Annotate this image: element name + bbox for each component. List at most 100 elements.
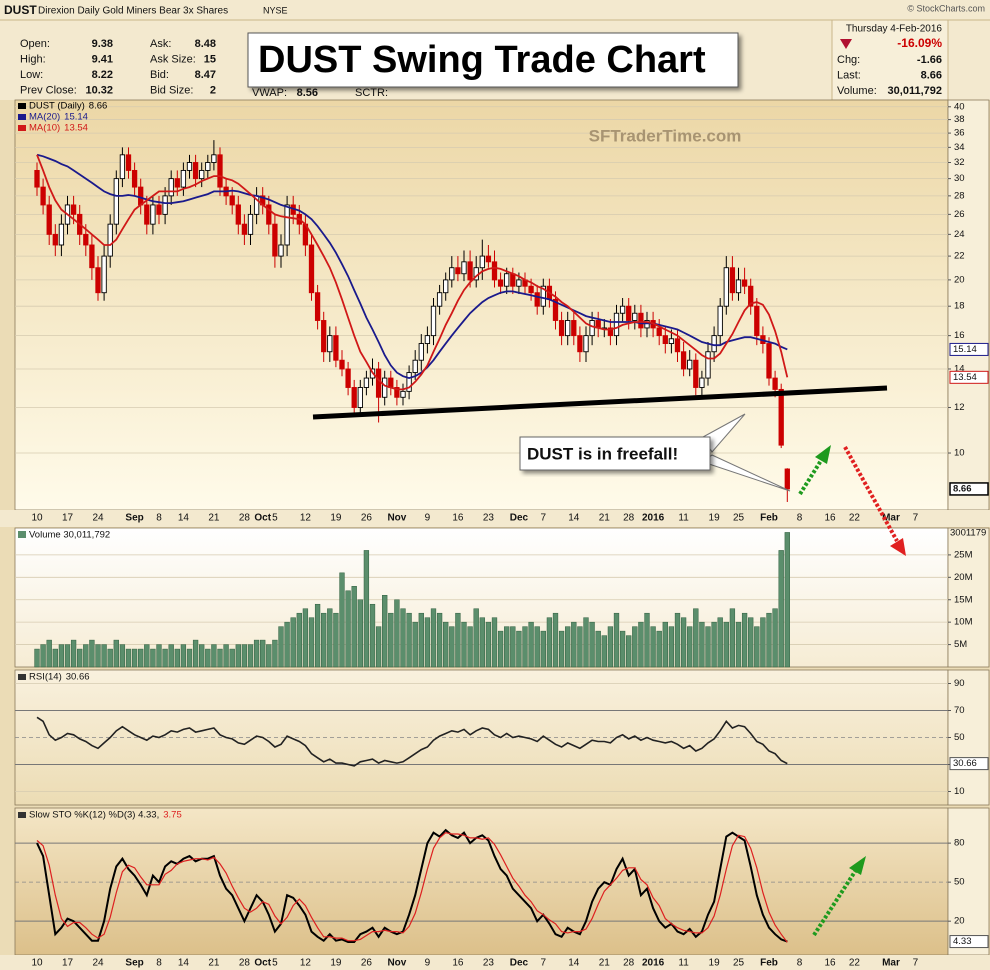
x-tick-label: Nov [387,513,406,524]
candle-body [333,335,339,361]
volume-bar [113,639,119,668]
candle-body [540,285,546,307]
candle-body [107,223,113,257]
y-tick-label: 70 [954,705,965,716]
exchange: NYSE [263,5,288,15]
volume-bar [400,608,406,668]
candle-body [558,320,565,337]
x-tick-label: Feb [760,513,778,524]
candle-body [443,279,449,294]
candle-body [113,178,119,225]
volume-bar [278,626,284,668]
legend-value: 13.54 [64,123,88,134]
volume-bar [131,648,138,668]
value-tag [949,757,989,771]
volume-bar [613,612,620,668]
x-tick-label: 23 [483,958,495,969]
symbol: DUST [4,3,37,17]
x-tick-label: 7 [541,513,547,524]
volume-bar [241,644,248,668]
candle-body [180,169,187,188]
candle-body [784,468,790,490]
x-tick-label: 19 [709,513,721,524]
legend-swatch [18,125,26,131]
candle-body [351,387,357,408]
candle-body [723,267,729,307]
volume-bar [186,648,193,668]
volume-bar [680,617,687,668]
volume-bar [650,626,656,668]
volume-bar [784,532,790,668]
candle-body [272,223,278,257]
legend-value: 30.66 [66,672,90,683]
candle-body [668,338,675,345]
quote-value: 8.47 [195,69,216,81]
volume-bar [162,648,168,668]
series-line [36,832,788,943]
volume-bar [558,630,565,668]
quote-date: Thursday 4-Feb-2016 [846,24,943,35]
candle-body [174,178,180,188]
volume-bar [516,630,522,668]
quote-value: 8.48 [195,38,216,50]
candle-body [101,255,107,294]
candle-body [162,195,168,215]
candle-body [510,273,516,287]
x-tick-label: 21 [208,513,220,524]
x-tick-label: 21 [599,958,611,969]
volume-bar [571,621,577,668]
x-tick-label: 2016 [642,958,665,969]
volume-bar [314,603,321,668]
candle-body [345,368,351,388]
volume-bar [601,635,607,668]
candle-body [552,298,559,321]
candle-body [613,312,620,337]
volume-bar [253,639,260,668]
y-tick-label: 10 [954,448,965,459]
quote-value: 8.66 [921,69,942,81]
candle-body [284,204,290,246]
candle-body [217,154,223,188]
volume-bar [577,626,583,668]
x-tick-label: Sep [125,513,143,524]
axis-bg [947,99,990,511]
panel-title: Slow STO %K(12) %D(3) 4.33, [29,810,159,821]
candle-body [687,359,693,370]
x-tick-label: 5 [272,513,278,524]
quote-label: Bid: [150,69,169,81]
candle-body [382,377,388,398]
volume-bar [418,612,424,668]
candle-body [363,377,370,388]
candle-body [406,372,412,392]
copyright: © StockCharts.com [907,3,985,13]
x-tick-label: 7 [541,958,547,969]
x-tick-label: 28 [623,958,635,969]
value-tag-label: 8.66 [953,483,972,494]
y-tick-label: 32 [954,157,965,168]
volume-bar [552,612,559,668]
volume-bar [430,608,437,668]
x-tick-label: 10 [31,958,43,969]
plot-area: 10 12 14 16 18 20 22 24 26 28 30 32 34 36 38 40 10 17 24 Se… [0,99,990,970]
y-tick-label: 24 [954,229,965,240]
candle-body [70,204,77,215]
x-tick-label: 7 [913,513,919,524]
volume-bar [546,617,553,668]
candle-body [95,267,101,294]
x-tick-label: 12 [300,513,312,524]
volume-bar [699,621,705,668]
volume-bar [607,626,614,668]
y-tick-label: 80 [954,838,965,849]
candle-body [131,169,138,188]
candle-body [192,162,199,180]
quote-label: Last: [837,69,861,81]
volume-bar [156,644,162,668]
volume-bar [638,621,644,668]
x-tick-label: 2016 [642,513,665,524]
x-tick-label: Dec [510,958,529,969]
candle-body [589,320,595,337]
callout-text: DUST is in freefall! [527,444,678,463]
volume-bar [473,608,479,668]
legend-label: MA(20) [29,112,60,123]
